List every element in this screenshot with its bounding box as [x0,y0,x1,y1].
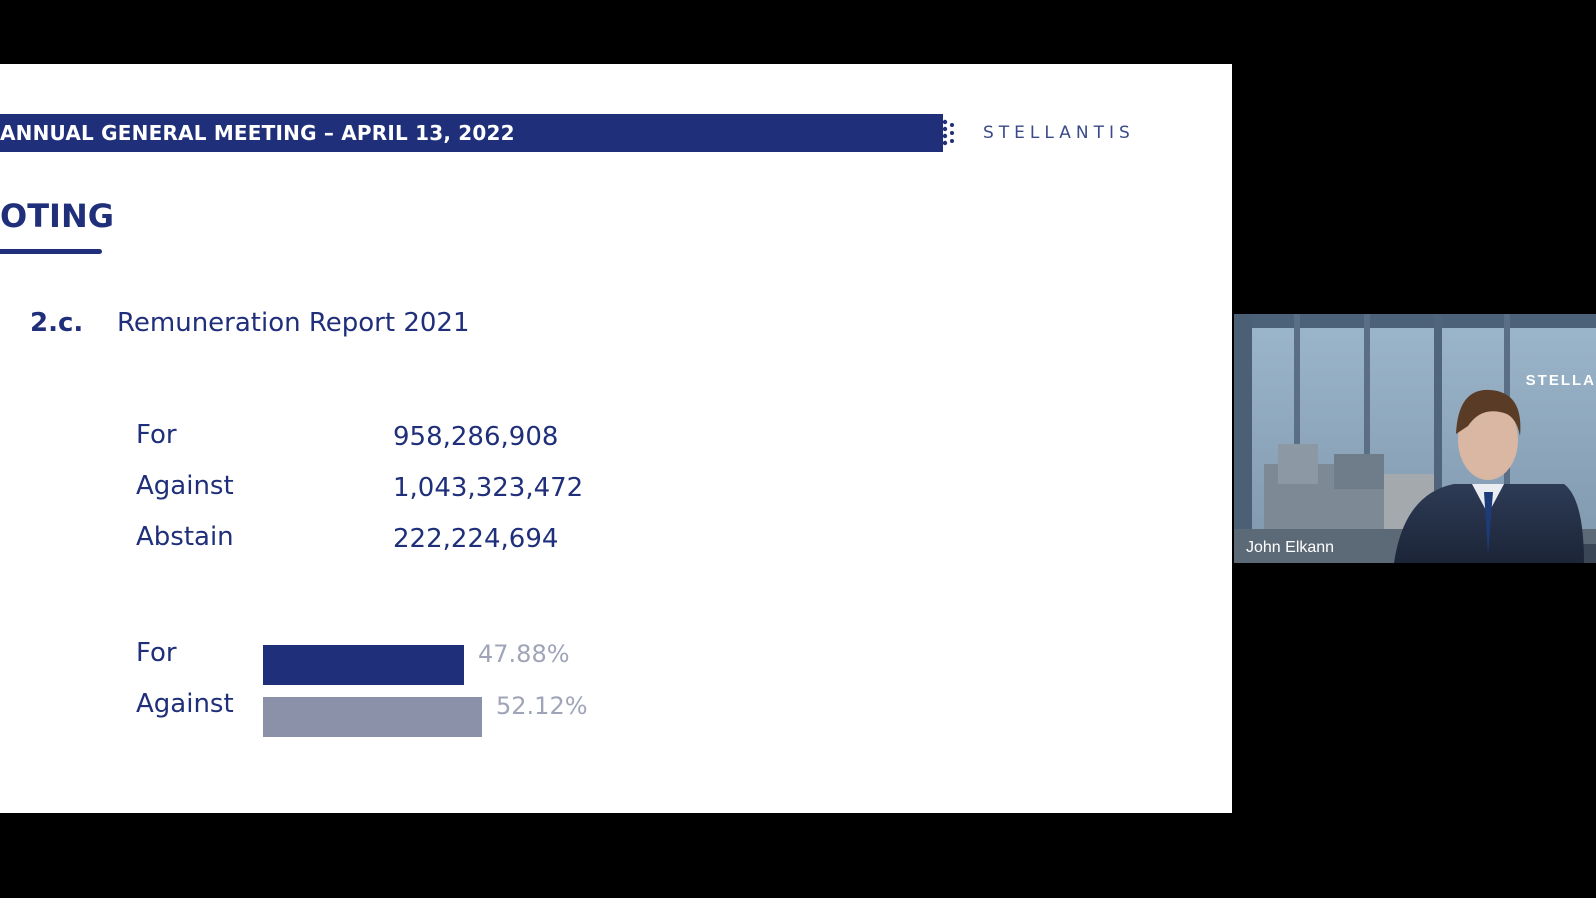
agenda-item-title: Remuneration Report 2021 [117,308,470,338]
agenda-item-number: 2.c. [30,308,84,338]
bar-against [263,697,482,737]
section-underline [0,249,102,254]
vote-label-abstain: Abstain [136,522,234,552]
bar-for [263,645,464,685]
video-frame [1234,314,1596,563]
stellantis-logo: STELLANTIS [983,123,1135,143]
bar-label-for: For [136,638,177,668]
vote-value-for: 958,286,908 [393,422,559,452]
bar-percent-against: 52.12% [496,692,588,720]
vote-value-against: 1,043,323,472 [393,473,584,503]
vote-value-abstain: 222,224,694 [393,524,559,554]
vote-label-for: For [136,420,177,450]
participant-video: STELLA John Elkann [1234,314,1596,563]
bar-percent-for: 47.88% [478,640,570,668]
section-title: OTING [0,197,114,235]
header-bar: ANNUAL GENERAL MEETING – APRIL 13, 2022 [0,114,943,152]
meeting-title: ANNUAL GENERAL MEETING – APRIL 13, 2022 [0,121,515,145]
vote-label-against: Against [136,471,234,501]
dots-decoration [942,119,954,146]
presentation-slide: ANNUAL GENERAL MEETING – APRIL 13, 2022 … [0,64,1232,813]
participant-name: John Elkann [1246,539,1335,556]
wall-logo: STELLA [1525,372,1596,389]
bar-label-against: Against [136,689,234,719]
